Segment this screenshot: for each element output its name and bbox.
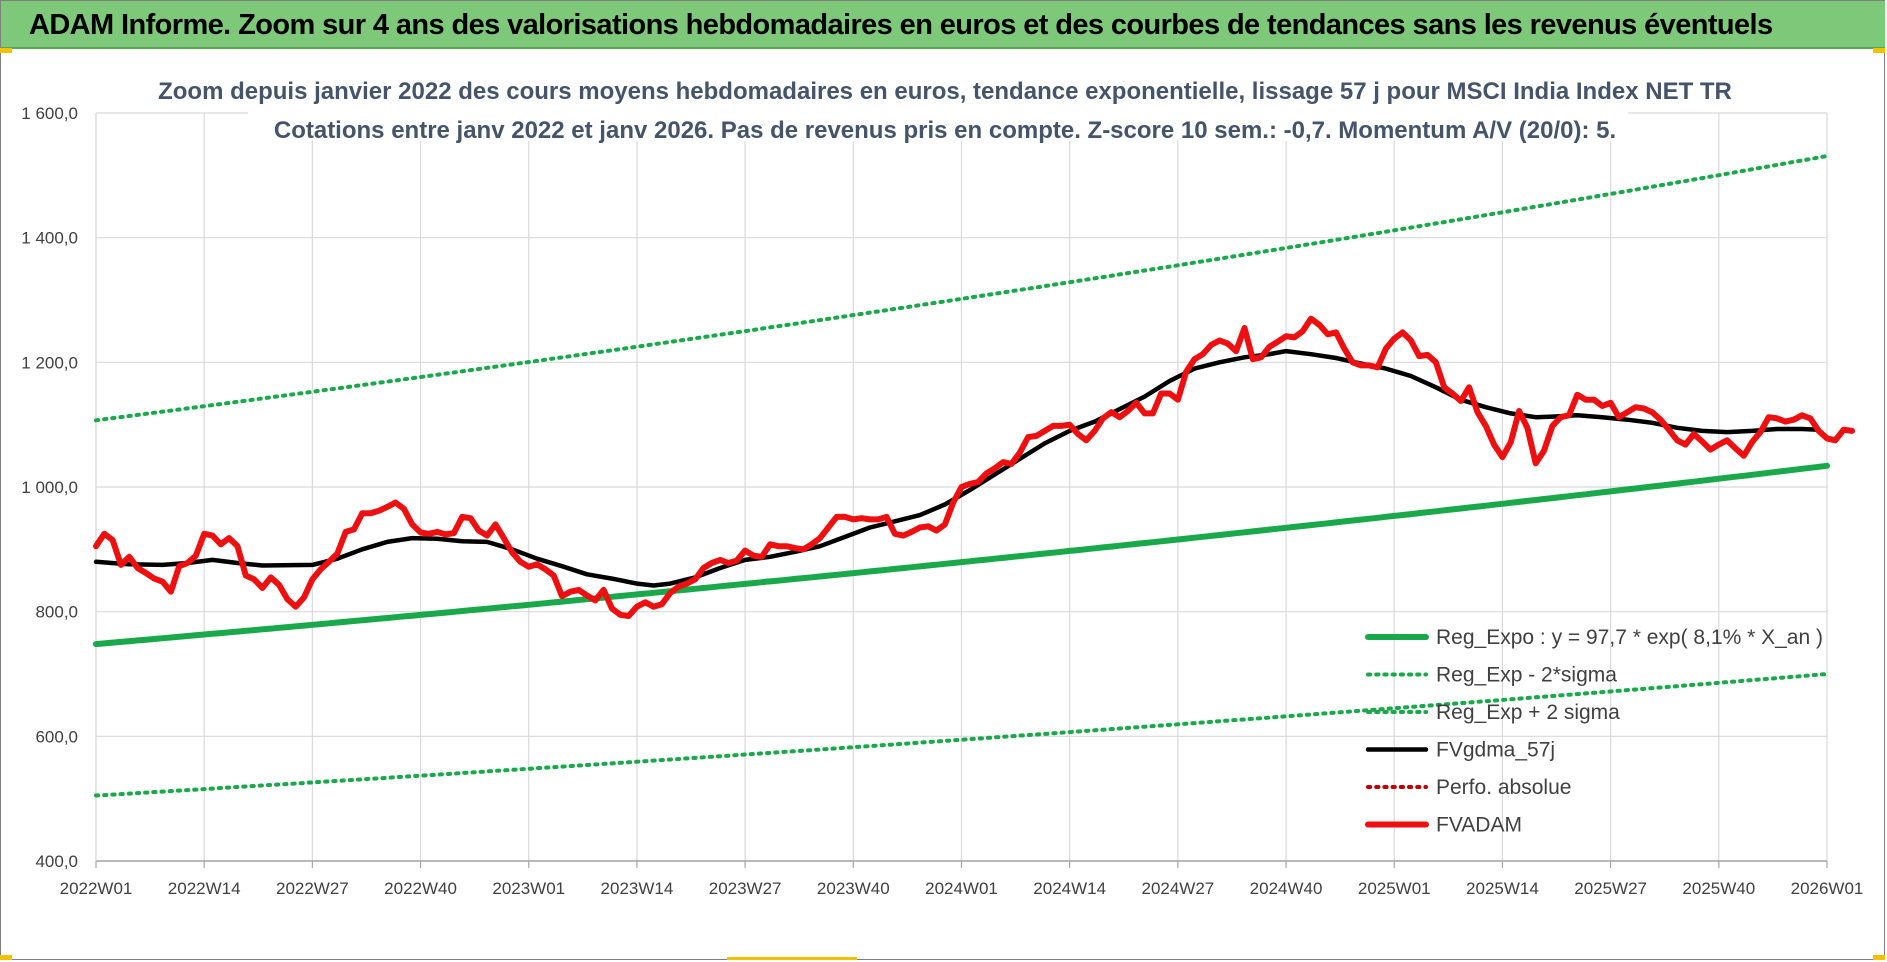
y-tick-label: 400,0 <box>35 852 78 871</box>
title-backdrop <box>248 71 1628 141</box>
x-tick-label: 2025W01 <box>1358 879 1431 898</box>
x-tick-label: 2023W01 <box>492 879 565 898</box>
chart-area: 400,0 600,0 800,0 1 000,0 1 200,0 1 400,0 1 60… <box>21 71 1864 898</box>
x-tick-label: 2024W40 <box>1250 879 1323 898</box>
corner-mark <box>1873 48 1885 53</box>
x-tick-label: 2025W27 <box>1574 879 1647 898</box>
corner-mark <box>0 48 12 53</box>
legend: Reg_Expo : y = 97,7 * exp( 8,1% * X_an )… <box>1365 626 1823 837</box>
legend-label: Perfo. absolue <box>1436 776 1571 799</box>
x-tick-label: 2023W14 <box>601 879 674 898</box>
y-tick-label: 1 600,0 <box>21 104 78 123</box>
corner-mark <box>1873 955 1885 960</box>
y-tick-label: 1 200,0 <box>21 353 78 372</box>
legend-label: FVADAM <box>1436 814 1522 837</box>
chart-title-line-1: Zoom depuis janvier 2022 des cours moyen… <box>158 78 1732 105</box>
data-series <box>93 154 1855 798</box>
x-tick-label: 2022W01 <box>60 879 133 898</box>
page-title: ADAM Informe. Zoom sur 4 ans des valoris… <box>29 9 1773 41</box>
series-line-3 <box>93 348 1821 588</box>
title-banner: ADAM Informe. Zoom sur 4 ans des valoris… <box>1 1 1885 49</box>
x-tick-label: 2025W40 <box>1682 879 1755 898</box>
series-line-5 <box>93 315 1855 619</box>
x-tick-label: 2025W14 <box>1466 879 1539 898</box>
x-tick-label: 2024W14 <box>1033 879 1106 898</box>
legend-label: FVgdma_57j <box>1436 739 1555 762</box>
x-tick-label: 2024W27 <box>1141 879 1214 898</box>
y-tick-label: 800,0 <box>35 603 78 622</box>
y-tick-label: 600,0 <box>35 727 78 746</box>
x-tick-label: 2024W01 <box>925 879 998 898</box>
x-tick-label: 2023W40 <box>817 879 890 898</box>
series-line-0 <box>93 462 1830 648</box>
scroll-marker <box>727 957 857 960</box>
legend-label: Reg_Exp - 2*sigma <box>1436 664 1617 687</box>
y-axis-ticks: 400,0 600,0 800,0 1 000,0 1 200,0 1 400,0 1 60… <box>21 104 78 871</box>
x-tick-label: 2022W40 <box>384 879 457 898</box>
corner-mark <box>0 955 12 960</box>
x-tick-label: 2023W27 <box>709 879 782 898</box>
y-tick-label: 1 400,0 <box>21 229 78 248</box>
legend-label: Reg_Expo : y = 97,7 * exp( 8,1% * X_an ) <box>1436 626 1823 649</box>
x-tick-label: 2026W01 <box>1791 879 1864 898</box>
legend-label: Reg_Exp + 2 sigma <box>1436 701 1620 724</box>
y-tick-label: 1 000,0 <box>21 478 78 497</box>
chart-title-line-2: Cotations entre janv 2022 et janv 2026. … <box>274 117 1616 144</box>
x-tick-label: 2022W14 <box>168 879 241 898</box>
x-tick-label: 2022W27 <box>276 879 349 898</box>
gridlines <box>95 112 1828 868</box>
series-line-1 <box>94 672 1829 798</box>
series-line-2 <box>94 154 1829 423</box>
x-axis-ticks: 2022W01 2022W14 2022W27 2022W40 2023W01 2023W… <box>60 879 1864 898</box>
